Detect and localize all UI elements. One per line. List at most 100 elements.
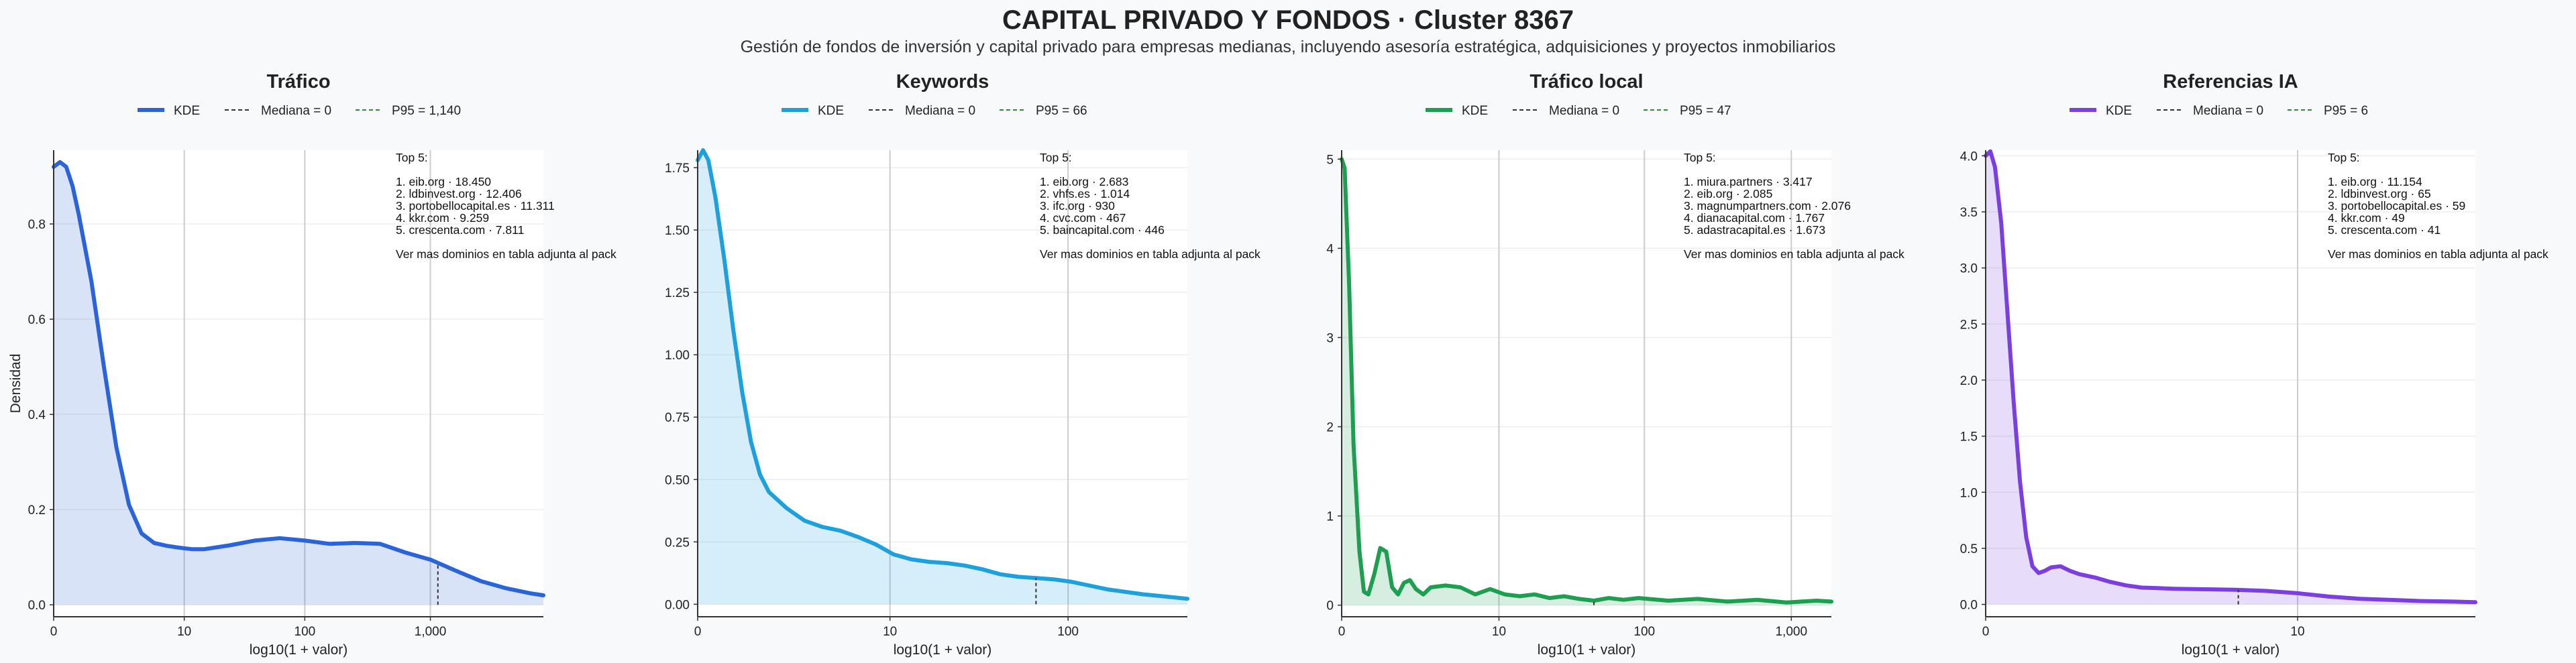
kde-line: [52, 160, 545, 597]
chart-panel-trafico-local: Tráfico local KDE Mediana = 0 P95 = 47 0 1 2 3 4…: [1326, 71, 1904, 658]
legend-kde-label: KDE: [1462, 104, 1488, 118]
top5-item: 1. eib.org · 2.683: [1040, 175, 1128, 188]
top5-item: 5. crescenta.com · 41: [2328, 223, 2440, 237]
x-tick-label: 0: [1338, 625, 1346, 639]
top5-item: 5. baincapital.com · 446: [1040, 223, 1165, 237]
legend-kde-label: KDE: [2106, 104, 2132, 118]
y-tick-label: 0.75: [665, 411, 690, 425]
page-subtitle: Gestión de fondos de inversión y capital…: [740, 38, 1836, 56]
top5-item: 2. ldbinvest.org · 12.406: [396, 187, 522, 200]
x-tick-label: 0: [1982, 625, 1990, 639]
x-tick-label: 10: [2290, 625, 2304, 639]
panel-title: Referencias IA: [2163, 71, 2298, 93]
legend-p95-label: P95 = 1,140: [392, 104, 461, 118]
top5-item: 2. eib.org · 2.085: [1684, 187, 1772, 200]
top5-heading: Top 5:: [1684, 151, 1716, 164]
y-tick-label: 5: [1326, 153, 1334, 167]
y-tick-label: 0.25: [665, 536, 690, 550]
x-tick-label: 1,000: [415, 625, 447, 639]
x-tick-label: 10: [1492, 625, 1506, 639]
top5-item: 3. portobellocapital.es · 11.311: [396, 199, 555, 213]
legend-p95-label: P95 = 66: [1036, 104, 1087, 118]
top5-item: 3. magnumpartners.com · 2.076: [1684, 199, 1851, 213]
x-axis-label: log10(1 + valor): [2182, 642, 2280, 658]
x-tick-label: 1,000: [1775, 625, 1807, 639]
x-tick-label: 100: [1057, 625, 1079, 639]
chart-panel-referencias-ia: Referencias IA KDE Mediana = 0 P95 = 6 0.0 0.…: [1960, 71, 2548, 658]
legend-median-label: Mediana = 0: [905, 104, 975, 118]
y-tick-label: 0.50: [665, 473, 690, 487]
plot-area: [1342, 150, 1831, 617]
y-tick-label: 1.0: [1960, 486, 1978, 500]
y-tick-label: 0.4: [28, 408, 46, 422]
y-tick-label: 1.00: [665, 349, 690, 363]
kde-line: [1340, 157, 1833, 605]
x-tick-label: 10: [177, 625, 191, 639]
top5-item: 4. kkr.com · 49: [2328, 211, 2405, 225]
y-tick-label: 0.5: [1960, 542, 1978, 556]
top5-item: 4. cvc.com · 467: [1040, 211, 1126, 225]
top5-item: 1. eib.org · 11.154: [2328, 175, 2422, 188]
y-tick-label: 2: [1326, 421, 1334, 435]
top5-item: 1. miura.partners · 3.417: [1684, 175, 1813, 188]
y-tick-label: 0.2: [28, 503, 46, 518]
top5-item: 3. ifc.org · 930: [1040, 199, 1115, 213]
y-tick-label: 2.0: [1960, 374, 1978, 388]
y-tick-label: 1.25: [665, 286, 690, 300]
y-tick-label: 0.0: [1960, 599, 1978, 613]
top5-heading: Top 5:: [1040, 151, 1072, 164]
x-tick-label: 10: [883, 625, 897, 639]
plot-area: [698, 150, 1187, 617]
y-tick-label: 2.5: [1960, 318, 1978, 332]
y-tick-label: 4: [1326, 242, 1334, 256]
x-axis-label: log10(1 + valor): [250, 642, 348, 658]
legend-kde-label: KDE: [174, 104, 200, 118]
top5-item: 2. vhfs.es · 1.014: [1040, 187, 1130, 200]
kde-area: [54, 162, 543, 605]
y-tick-label: 1.5: [1960, 430, 1978, 444]
top5-item: 4. dianacapital.com · 1.767: [1684, 211, 1825, 225]
y-tick-label: 4.0: [1960, 149, 1978, 164]
chart-panel-keywords: Keywords KDE Mediana = 0 P95 = 66 0.00 0.25 0.…: [665, 71, 1260, 658]
top5-item: 5. adastracapital.es · 1.673: [1684, 223, 1825, 237]
y-tick-label: 0.00: [665, 598, 690, 612]
legend-p95-label: P95 = 47: [1680, 104, 1731, 118]
top5-item: 3. portobellocapital.es · 59: [2328, 199, 2465, 213]
kde-area: [698, 150, 1187, 605]
chart-panel-trafico: Tráfico KDE Mediana = 0 P95 = 1,140 0.0 0.2 0.…: [8, 71, 616, 658]
panel-title: Tráfico: [266, 71, 330, 93]
legend-median-label: Mediana = 0: [261, 104, 331, 118]
top5-item: 5. crescenta.com · 7.811: [396, 223, 524, 237]
x-tick-label: 100: [294, 625, 316, 639]
y-tick-label: 1.75: [665, 162, 690, 176]
page-title: CAPITAL PRIVADO Y FONDOS · Cluster 8367: [1002, 5, 1574, 35]
legend-kde-label: KDE: [818, 104, 844, 118]
panel-title: Tráfico local: [1529, 71, 1643, 93]
legend-median-label: Mediana = 0: [2193, 104, 2263, 118]
top5-footnote: Ver mas dominios en tabla adjunta al pac…: [1040, 247, 1260, 261]
kde-line: [1984, 149, 2477, 605]
y-tick-label: 0.6: [28, 313, 46, 327]
y-tick-label: 0: [1326, 599, 1334, 613]
top5-item: 2. ldbinvest.org · 65: [2328, 187, 2431, 200]
x-axis-label: log10(1 + valor): [894, 642, 992, 658]
x-tick-label: 100: [1633, 625, 1655, 639]
y-tick-label: 1.50: [665, 224, 690, 238]
x-tick-label: 0: [50, 625, 58, 639]
legend-p95-label: P95 = 6: [2324, 104, 2368, 118]
y-tick-label: 0.0: [28, 599, 46, 613]
y-tick-label: 3.5: [1960, 206, 1978, 220]
plot-area: [1986, 150, 2475, 617]
y-axis-label: Densidad: [8, 354, 23, 414]
y-tick-label: 3: [1326, 331, 1334, 345]
top5-item: 4. kkr.com · 9.259: [396, 211, 489, 225]
top5-footnote: Ver mas dominios en tabla adjunta al pac…: [1684, 247, 1904, 261]
top5-footnote: Ver mas dominios en tabla adjunta al pac…: [396, 247, 616, 261]
top5-heading: Top 5:: [396, 151, 428, 164]
y-tick-label: 3.0: [1960, 262, 1978, 276]
x-axis-label: log10(1 + valor): [1538, 642, 1636, 658]
x-tick-label: 0: [694, 625, 702, 639]
top5-footnote: Ver mas dominios en tabla adjunta al pac…: [2328, 247, 2548, 261]
top5-heading: Top 5:: [2328, 151, 2360, 164]
y-tick-label: 1: [1326, 510, 1334, 524]
